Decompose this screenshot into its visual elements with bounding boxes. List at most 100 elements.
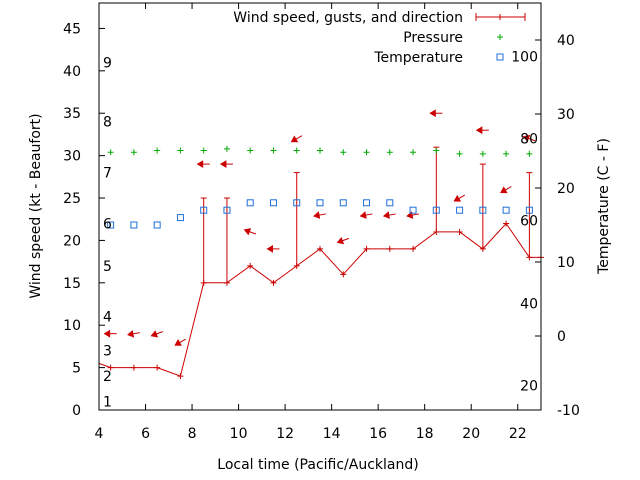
pressure-point (526, 150, 533, 157)
beaufort-label: 2 (103, 369, 112, 385)
y-left-tick-label: 20 (63, 233, 81, 249)
wind-speed-point (386, 245, 393, 252)
wind-arrow-head (196, 160, 204, 168)
legend-wind-label: Wind speed, gusts, and direction (233, 10, 463, 26)
legend-wind-sample (475, 13, 526, 21)
fahrenheit-label: 100 (511, 49, 538, 65)
temperature-point (153, 221, 161, 229)
wind-direction-arrow (522, 134, 536, 143)
y-left-tick-label: 10 (63, 318, 81, 334)
legend-pressure-mark (497, 34, 503, 40)
wind-arrow-head (382, 211, 390, 219)
wind-direction-arrow (174, 338, 186, 346)
wind-speed-point (456, 228, 463, 235)
pressure-point (223, 145, 230, 152)
y-right-tick-label: 20 (557, 181, 575, 197)
tick-labels: 4 6 8 10 12 14 16 18 20 22051015202530354045-1001… (63, 21, 580, 442)
y-left-tick-label: 0 (72, 403, 81, 419)
wind-arrow-head (453, 194, 462, 202)
wind-speed-point (247, 262, 254, 269)
temperature-point (246, 199, 254, 207)
wind-speed-point (154, 364, 161, 371)
wind-arrow-head (359, 211, 367, 219)
wind-speed-point (130, 364, 137, 371)
legend-pressure-sample (497, 34, 503, 40)
y-left-tick-label: 40 (63, 64, 81, 80)
wind-speed-point (200, 279, 207, 286)
wind-direction-arrow (290, 135, 303, 143)
y-right-tick-label: 10 (557, 255, 575, 271)
wind-direction-arrow (150, 330, 163, 338)
wind-direction-arrow (359, 211, 373, 219)
pressure-point (410, 149, 417, 156)
fahrenheit-label: 20 (520, 379, 538, 395)
x-tick-label: 6 (141, 426, 150, 442)
wind-direction-arrow (382, 211, 396, 219)
fahrenheit-label: 80 (520, 131, 538, 147)
wind-arrow-head (103, 329, 111, 338)
wind-arrow-head (174, 339, 182, 346)
temperature-point (339, 199, 347, 207)
wind-arrow-head (336, 236, 345, 245)
temperature-point (316, 199, 324, 207)
wind-arrow-head (522, 134, 531, 143)
temperature-point (293, 199, 301, 207)
x-tick-label: 16 (369, 426, 387, 442)
wind-direction-arrow (406, 211, 420, 219)
legend-temperature-sample (496, 53, 504, 61)
wind-arrow-head (219, 160, 227, 168)
wind-arrow-head (475, 126, 483, 135)
wind-speed-point (107, 364, 114, 371)
wind-direction-arrow (127, 329, 140, 338)
pressure-point (363, 149, 370, 156)
wind-direction-arrow (336, 236, 350, 245)
temperature-point (525, 206, 533, 214)
temperature-point (479, 206, 487, 214)
wind-arrow-head (290, 135, 299, 143)
y-left-tick-label: 25 (63, 191, 81, 207)
pressure-point (130, 149, 137, 156)
y-left-tick-label: 15 (63, 276, 81, 292)
pressure-point (386, 149, 393, 156)
wind-arrow-head (243, 228, 252, 236)
plot-frame (98, 2, 542, 411)
temperature-point (130, 221, 138, 229)
wind-arrow-head (429, 109, 436, 118)
legend: Wind speed, gusts, and direction Pressur… (233, 10, 526, 66)
temperature-point (269, 199, 277, 207)
beaufort-label: 5 (103, 259, 112, 275)
wind-speed-point (433, 228, 440, 235)
legend-pressure-label: Pressure (403, 30, 463, 46)
pressure-point (293, 147, 300, 154)
wind-speed-point (503, 220, 510, 227)
wind-direction-arrow (313, 211, 326, 219)
y-right-tick-label: 0 (557, 329, 566, 345)
x-tick-label: 4 (95, 426, 104, 442)
pressure-point (317, 147, 323, 154)
temperature-point (386, 199, 394, 207)
wind-direction-arrow (103, 329, 117, 338)
temperature-point (363, 199, 371, 207)
wind-direction-arrow (196, 160, 210, 168)
pressure-point (433, 147, 440, 154)
temperature-point (456, 206, 464, 214)
series-layer (98, 109, 544, 380)
wind-speed-point (363, 245, 370, 252)
wind-speed-point (410, 245, 417, 252)
wind-direction-arrow (475, 126, 489, 135)
temperature-point (409, 206, 417, 214)
wind-direction-arrow (429, 109, 443, 118)
x-tick-label: 20 (462, 426, 480, 442)
pressure-point (177, 147, 184, 154)
y-right-tick-label: 40 (557, 33, 575, 49)
y-axis-left-label: Wind speed (kt - Beaufort) (28, 113, 44, 298)
x-tick-label: 12 (276, 426, 294, 442)
x-tick-label: 18 (416, 426, 434, 442)
wind-speed-point (270, 279, 277, 286)
beaufort-label: 6 (103, 216, 112, 232)
wind-arrow-head (313, 211, 321, 219)
wind-speed-point (340, 271, 347, 278)
temperature-point (176, 214, 184, 222)
y-left-tick-label: 35 (63, 106, 81, 122)
fahrenheit-label: 40 (520, 296, 538, 312)
